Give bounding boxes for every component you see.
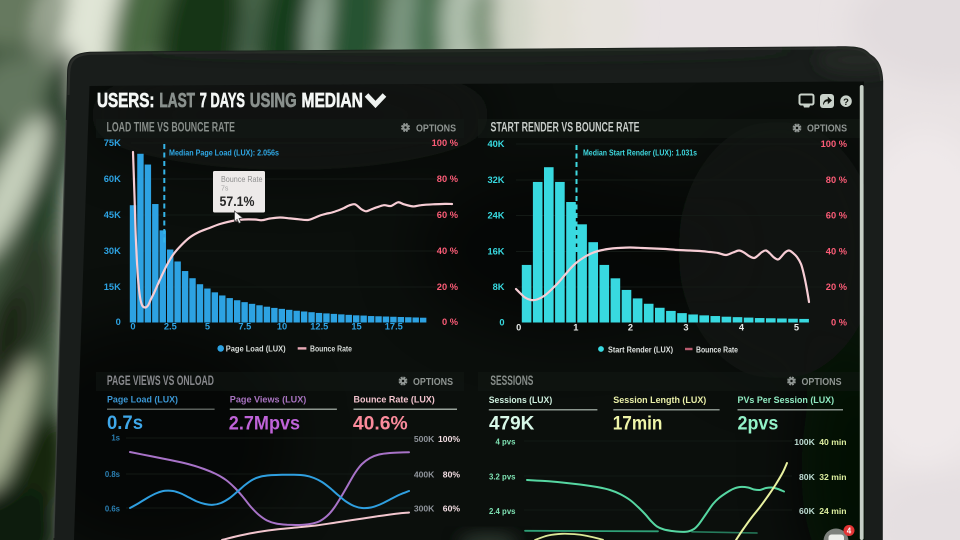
svg-text:17.5: 17.5 bbox=[385, 322, 403, 332]
svg-text:32K: 32K bbox=[487, 175, 504, 185]
svg-text:80 %: 80 % bbox=[826, 175, 848, 185]
svg-text:300K: 300K bbox=[414, 504, 435, 514]
svg-text:LAST: LAST bbox=[159, 90, 195, 112]
svg-text:0 %: 0 % bbox=[442, 317, 459, 327]
svg-text:500K: 500K bbox=[414, 434, 435, 444]
svg-text:60 %: 60 % bbox=[437, 210, 459, 220]
svg-text:Page Load (LUX): Page Load (LUX) bbox=[107, 395, 178, 406]
svg-text:2.4 pvs: 2.4 pvs bbox=[489, 507, 516, 516]
svg-text:START RENDER VS BOUNCE RATE: START RENDER VS BOUNCE RATE bbox=[491, 120, 640, 135]
svg-text:OPTIONS: OPTIONS bbox=[802, 376, 842, 388]
svg-text:Bounce Rate: Bounce Rate bbox=[221, 175, 263, 184]
svg-text:OPTIONS: OPTIONS bbox=[413, 376, 453, 388]
svg-text:5: 5 bbox=[205, 322, 210, 332]
svg-text:60K: 60K bbox=[799, 506, 816, 516]
svg-text:0.7s: 0.7s bbox=[107, 413, 143, 434]
svg-text:Bounce Rate (LUX): Bounce Rate (LUX) bbox=[354, 395, 435, 406]
svg-text:3.2 pvs: 3.2 pvs bbox=[489, 473, 516, 482]
svg-text:OPTIONS: OPTIONS bbox=[416, 123, 456, 135]
svg-text:17min: 17min bbox=[613, 414, 663, 435]
svg-text:16K: 16K bbox=[487, 247, 504, 257]
svg-text:Start Render (LUX): Start Render (LUX) bbox=[608, 345, 673, 355]
svg-text:0: 0 bbox=[516, 323, 521, 333]
svg-text:2: 2 bbox=[628, 323, 633, 333]
svg-text:Sessions (LUX): Sessions (LUX) bbox=[489, 395, 552, 406]
svg-text:24K: 24K bbox=[487, 211, 504, 221]
svg-text:100 %: 100 % bbox=[821, 139, 848, 149]
svg-text:20 %: 20 % bbox=[826, 282, 848, 292]
svg-text:80K: 80K bbox=[799, 472, 816, 482]
svg-text:0: 0 bbox=[499, 318, 504, 328]
svg-text:0: 0 bbox=[116, 317, 121, 327]
svg-text:60 %: 60 % bbox=[826, 211, 848, 221]
svg-text:0: 0 bbox=[130, 322, 135, 332]
svg-text:7 DAYS: 7 DAYS bbox=[200, 90, 245, 112]
svg-text:60%: 60% bbox=[443, 504, 461, 514]
svg-text:40.6%: 40.6% bbox=[353, 413, 408, 434]
svg-text:MEDIAN: MEDIAN bbox=[302, 90, 363, 112]
svg-text:1: 1 bbox=[573, 323, 578, 333]
svg-text:0.8s: 0.8s bbox=[105, 470, 121, 479]
svg-text:3: 3 bbox=[683, 323, 688, 333]
svg-text:Page Views (LUX): Page Views (LUX) bbox=[230, 395, 306, 406]
svg-text:7.5: 7.5 bbox=[238, 322, 251, 332]
svg-text:100 %: 100 % bbox=[432, 138, 459, 148]
svg-text:100K: 100K bbox=[794, 437, 815, 447]
svg-text:400K: 400K bbox=[414, 470, 435, 480]
svg-text:40 %: 40 % bbox=[437, 246, 459, 256]
svg-text:Page Load (LUX): Page Load (LUX) bbox=[226, 344, 286, 354]
svg-text:12.5: 12.5 bbox=[310, 322, 328, 332]
svg-text:20 %: 20 % bbox=[437, 282, 459, 292]
svg-text:40K: 40K bbox=[487, 139, 504, 149]
svg-text:8K: 8K bbox=[493, 282, 505, 292]
svg-text:15K: 15K bbox=[104, 282, 121, 292]
svg-text:USERS:: USERS: bbox=[97, 90, 155, 112]
svg-text:0.6s: 0.6s bbox=[105, 505, 121, 514]
svg-text:7s: 7s bbox=[221, 186, 229, 193]
svg-text:2.5: 2.5 bbox=[164, 322, 177, 332]
svg-text:PVs Per Session (LUX): PVs Per Session (LUX) bbox=[738, 395, 835, 406]
svg-text:2.7Mpvs: 2.7Mpvs bbox=[229, 413, 300, 434]
svg-text:4 pvs: 4 pvs bbox=[496, 437, 517, 446]
svg-text:4: 4 bbox=[847, 527, 852, 536]
svg-text:USING: USING bbox=[250, 90, 297, 112]
svg-text:1s: 1s bbox=[111, 433, 120, 442]
svg-text:Bounce Rate: Bounce Rate bbox=[310, 344, 352, 354]
svg-text:2pvs: 2pvs bbox=[738, 414, 779, 435]
svg-text:Session Length (LUX): Session Length (LUX) bbox=[613, 395, 706, 406]
svg-text:40 %: 40 % bbox=[826, 247, 848, 257]
svg-text:80%: 80% bbox=[443, 470, 461, 480]
svg-text:4: 4 bbox=[739, 323, 745, 333]
svg-text:80 %: 80 % bbox=[437, 174, 459, 184]
svg-text:?: ? bbox=[843, 97, 849, 108]
svg-text:75K: 75K bbox=[104, 138, 121, 148]
svg-text:0 %: 0 % bbox=[831, 318, 848, 328]
svg-text:PAGE VIEWS VS ONLOAD: PAGE VIEWS VS ONLOAD bbox=[107, 373, 214, 388]
svg-text:SESSIONS: SESSIONS bbox=[490, 373, 533, 388]
svg-text:10: 10 bbox=[277, 322, 287, 332]
svg-text:32 min: 32 min bbox=[819, 472, 846, 482]
svg-text:57.1%: 57.1% bbox=[220, 194, 255, 209]
svg-text:5: 5 bbox=[794, 323, 799, 333]
svg-text:45K: 45K bbox=[104, 210, 121, 220]
svg-text:100%: 100% bbox=[438, 434, 460, 444]
svg-text:24 min: 24 min bbox=[819, 506, 846, 516]
svg-text:40 min: 40 min bbox=[819, 437, 846, 447]
svg-text:Bounce Rate: Bounce Rate bbox=[696, 345, 738, 355]
svg-text:LOAD TIME VS BOUNCE RATE: LOAD TIME VS BOUNCE RATE bbox=[107, 120, 236, 135]
svg-text:Median Start Render (LUX): 1.0: Median Start Render (LUX): 1.031s bbox=[583, 148, 697, 158]
svg-text:15: 15 bbox=[351, 322, 361, 332]
svg-text:60K: 60K bbox=[104, 174, 121, 184]
svg-text:479K: 479K bbox=[489, 414, 535, 435]
svg-text:OPTIONS: OPTIONS bbox=[807, 123, 847, 135]
svg-text:Median Page Load (LUX): 2.056s: Median Page Load (LUX): 2.056s bbox=[169, 148, 279, 158]
svg-text:30K: 30K bbox=[104, 246, 121, 256]
